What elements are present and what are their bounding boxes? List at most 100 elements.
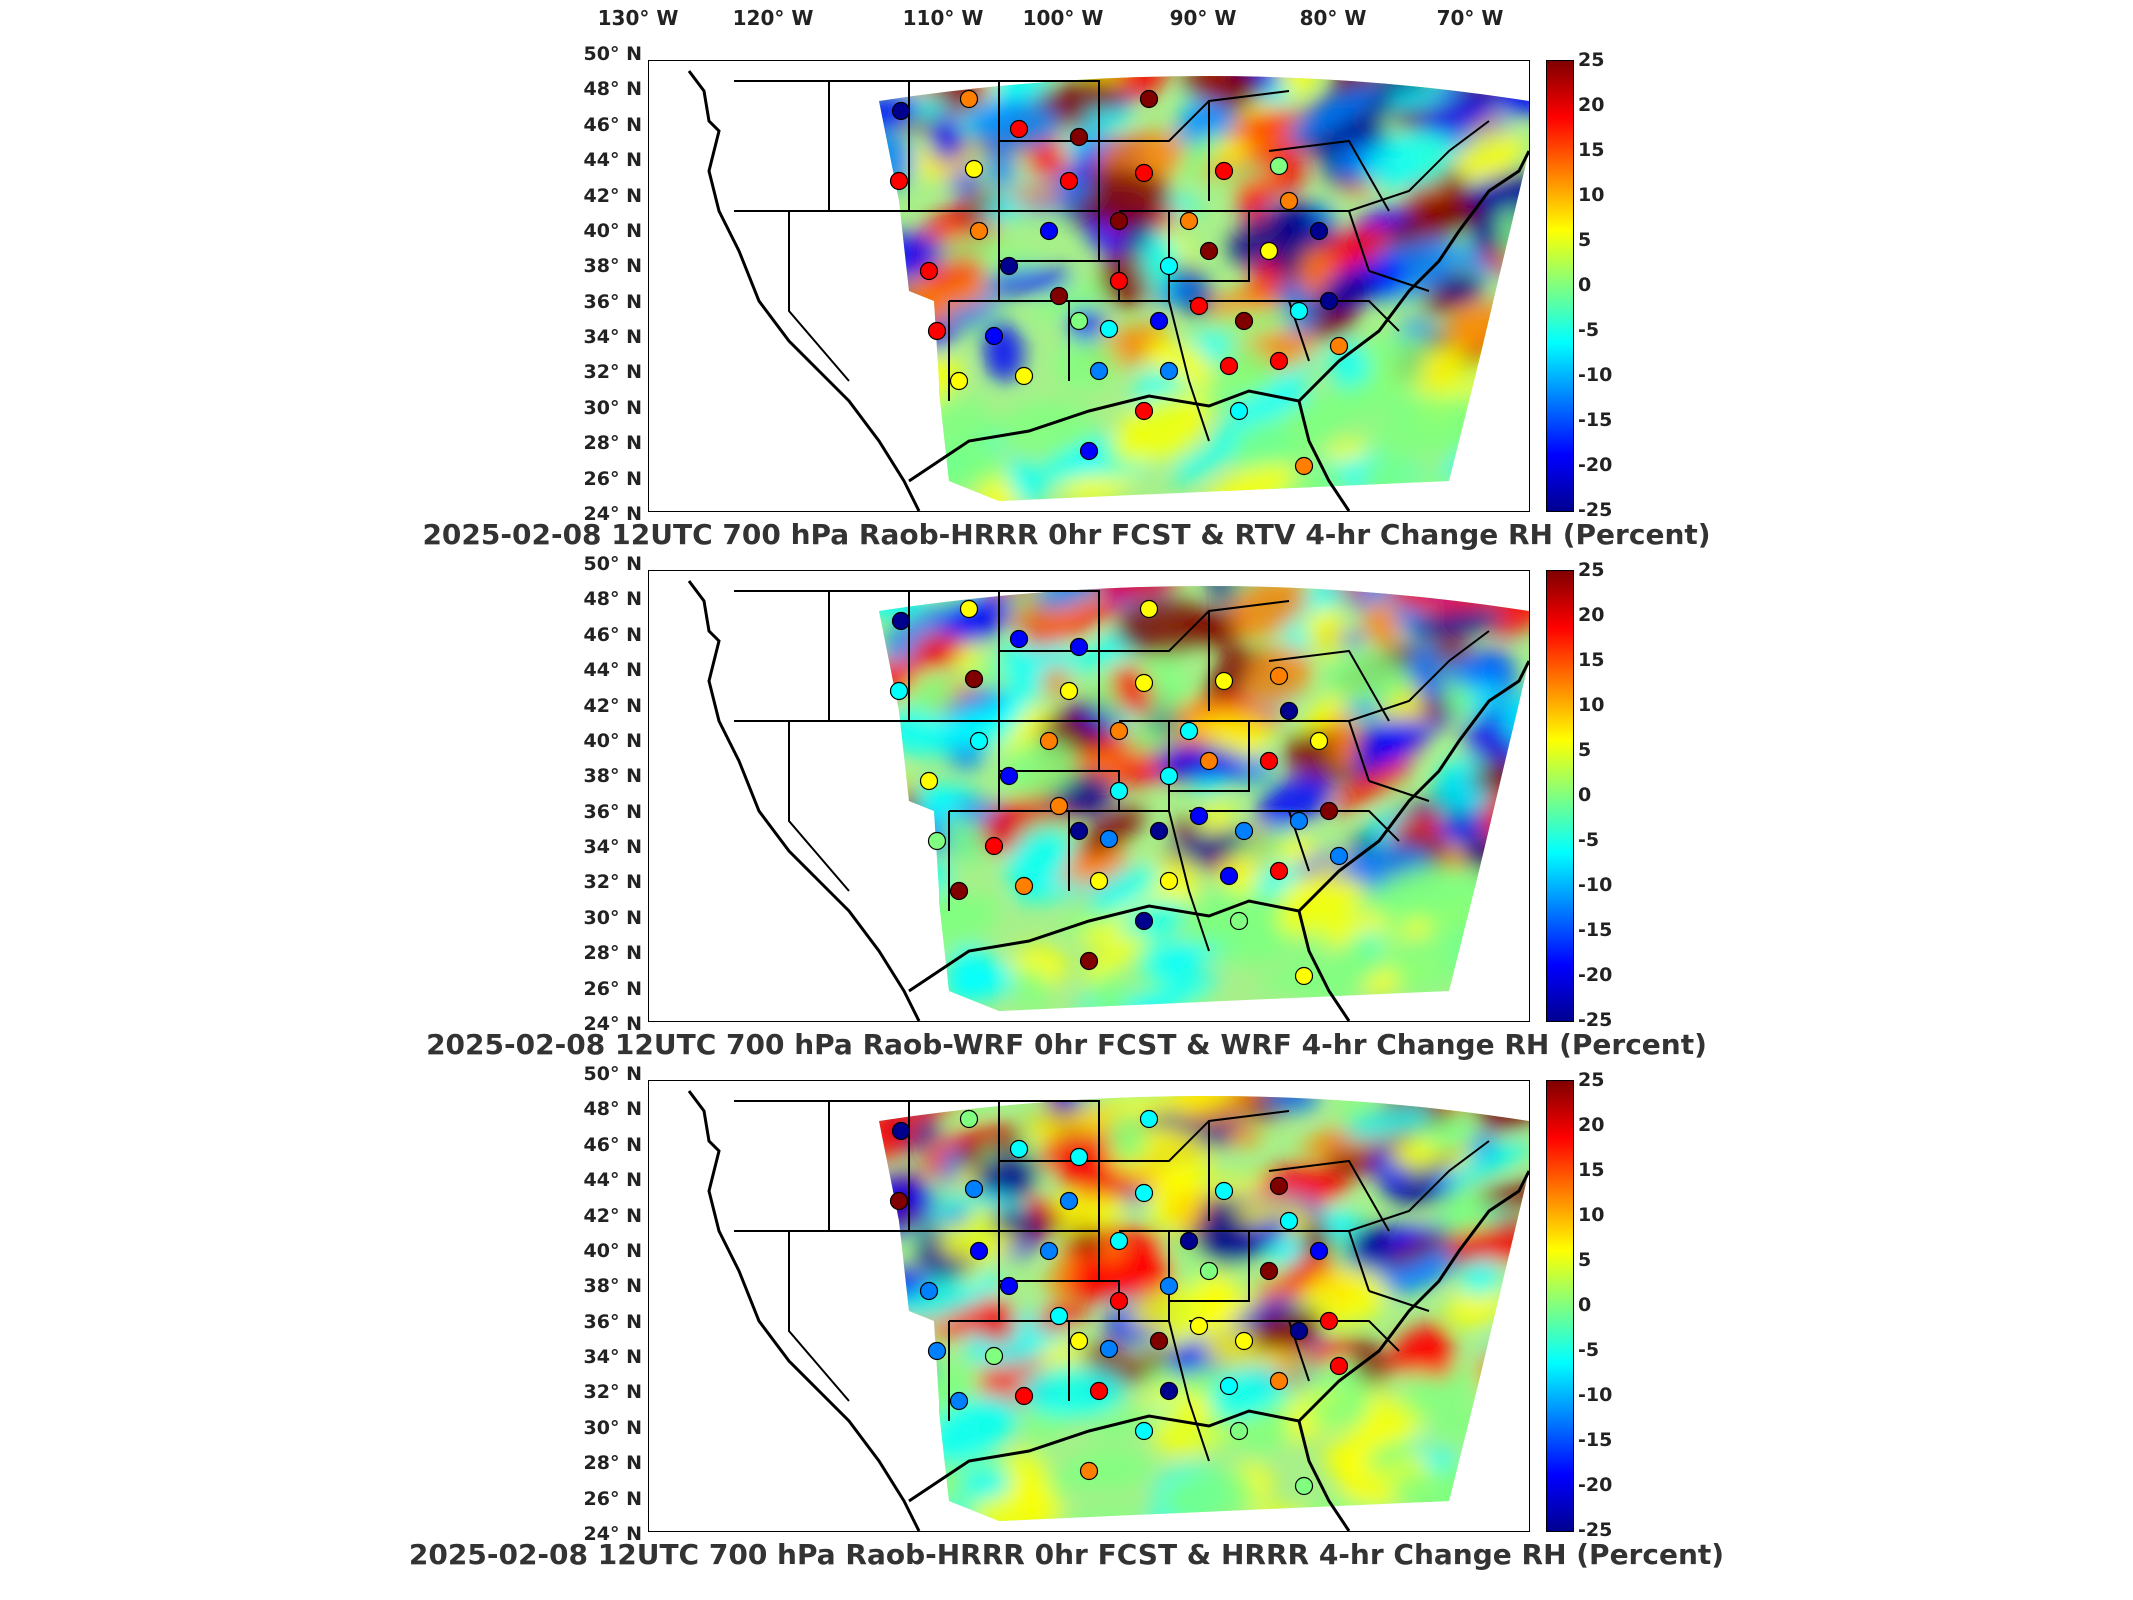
raob-station-marker: [1234, 1331, 1254, 1351]
raob-station-marker: [1159, 361, 1179, 381]
latitude-label: 30° N: [583, 396, 642, 419]
latitude-label: 48° N: [583, 588, 642, 611]
colorbar-tick-label: 20: [1578, 1114, 1605, 1136]
state-border: [1099, 1110, 1290, 1162]
map-canvas: [687, 580, 1529, 1021]
raob-station-marker: [891, 611, 911, 631]
raob-station-marker: [1134, 1183, 1154, 1203]
raob-station-marker: [949, 881, 969, 901]
latitude-label: 26° N: [583, 467, 642, 490]
state-border: [998, 771, 1070, 891]
latitude-label: 32° N: [583, 361, 642, 384]
state-border: [909, 1230, 1000, 1322]
raob-station-marker: [1079, 1461, 1099, 1481]
state-border: [1169, 210, 1250, 282]
colorbar-tick-label: 15: [1578, 139, 1605, 161]
colorbar-tick-label: -5: [1578, 1339, 1600, 1361]
colorbar-tick-label: 25: [1578, 49, 1605, 71]
raob-station-marker: [1319, 801, 1339, 821]
raob-station-marker: [1109, 781, 1129, 801]
coastline: [1297, 1170, 1529, 1423]
coastline: [1297, 660, 1529, 913]
colorbar-tick-label: -20: [1578, 1474, 1613, 1496]
raob-station-marker: [927, 1341, 947, 1361]
latitude-label: 28° N: [583, 1452, 642, 1475]
colorbar-tick-label: 0: [1578, 274, 1592, 296]
latitude-label: 38° N: [583, 255, 642, 278]
colorbar-tick-label: -25: [1578, 1009, 1613, 1031]
longitude-label: 100° W: [1022, 6, 1104, 30]
raob-station-marker: [1149, 1331, 1169, 1351]
raob-station-marker: [959, 599, 979, 619]
raob-station-marker: [889, 171, 909, 191]
raob-station-marker: [959, 89, 979, 109]
rh-change-map: [648, 1080, 1530, 1532]
raob-station-marker: [1229, 401, 1249, 421]
colorbar-tick-label: -15: [1578, 919, 1613, 941]
raob-station-marker: [984, 1346, 1004, 1366]
raob-station-marker: [919, 1281, 939, 1301]
raob-station-marker: [1229, 911, 1249, 931]
raob-station-marker: [1134, 673, 1154, 693]
latitude-label: 44° N: [583, 149, 642, 172]
colorbar-tick-label: 20: [1578, 94, 1605, 116]
state-border: [1268, 649, 1390, 722]
raob-station-marker: [1234, 821, 1254, 841]
colorbar-tick-label: 5: [1578, 1249, 1592, 1271]
state-border: [1099, 90, 1290, 142]
raob-station-marker: [1109, 211, 1129, 231]
latitude-label: 26° N: [583, 1487, 642, 1510]
latitude-label: 32° N: [583, 871, 642, 894]
latitude-label: 46° N: [583, 623, 642, 646]
raob-station-marker: [1179, 211, 1199, 231]
state-borders: [687, 1090, 1529, 1531]
colorbar-tick-label: -5: [1578, 319, 1600, 341]
raob-station-marker: [949, 1391, 969, 1411]
raob-station-marker: [1069, 821, 1089, 841]
colorbar-tick-label: 0: [1578, 1294, 1592, 1316]
colorbar-tick-label: 10: [1578, 1204, 1605, 1226]
colorbar-tick-label: 5: [1578, 739, 1592, 761]
state-border: [734, 1100, 830, 1232]
raob-station-marker: [1014, 1386, 1034, 1406]
latitude-label: 42° N: [583, 184, 642, 207]
raob-station-marker: [1059, 1191, 1079, 1211]
coastline: [908, 389, 1351, 511]
state-border: [1169, 1230, 1250, 1302]
raob-station-marker: [1189, 1316, 1209, 1336]
raob-station-marker: [919, 771, 939, 791]
state-border: [1119, 1230, 1170, 1322]
colorbar: [1546, 1080, 1574, 1532]
raob-station-marker: [999, 256, 1019, 276]
state-border: [1289, 810, 1400, 842]
raob-station-marker: [1234, 311, 1254, 331]
raob-station-marker: [1294, 1476, 1314, 1496]
state-border: [1119, 210, 1170, 302]
raob-station-marker: [1149, 821, 1169, 841]
coastline: [908, 899, 1351, 1021]
colorbar-tick-label: 10: [1578, 694, 1605, 716]
coastline: [687, 70, 921, 511]
latitude-label: 24° N: [583, 503, 642, 525]
raob-stations: [889, 89, 1349, 476]
raob-station-marker: [1329, 336, 1349, 356]
latitude-label: 24° N: [583, 1523, 642, 1545]
raob-station-marker: [1134, 401, 1154, 421]
raob-station-marker: [1049, 1306, 1069, 1326]
raob-station-marker: [1069, 1331, 1089, 1351]
latitude-label: 30° N: [583, 1416, 642, 1439]
raob-station-marker: [1069, 127, 1089, 147]
state-border: [999, 1230, 1100, 1282]
latitude-label: 28° N: [583, 432, 642, 455]
longitude-label: 110° W: [902, 6, 984, 30]
longitude-label: 80° W: [1299, 6, 1367, 30]
state-border: [1348, 1140, 1490, 1232]
raob-station-marker: [1139, 1109, 1159, 1129]
latitude-label: 44° N: [583, 1169, 642, 1192]
raob-station-marker: [1219, 866, 1239, 886]
state-border: [1368, 780, 1430, 802]
latitude-label: 44° N: [583, 659, 642, 682]
latitude-label: 28° N: [583, 942, 642, 965]
raob-station-marker: [1159, 256, 1179, 276]
raob-station-marker: [1134, 163, 1154, 183]
